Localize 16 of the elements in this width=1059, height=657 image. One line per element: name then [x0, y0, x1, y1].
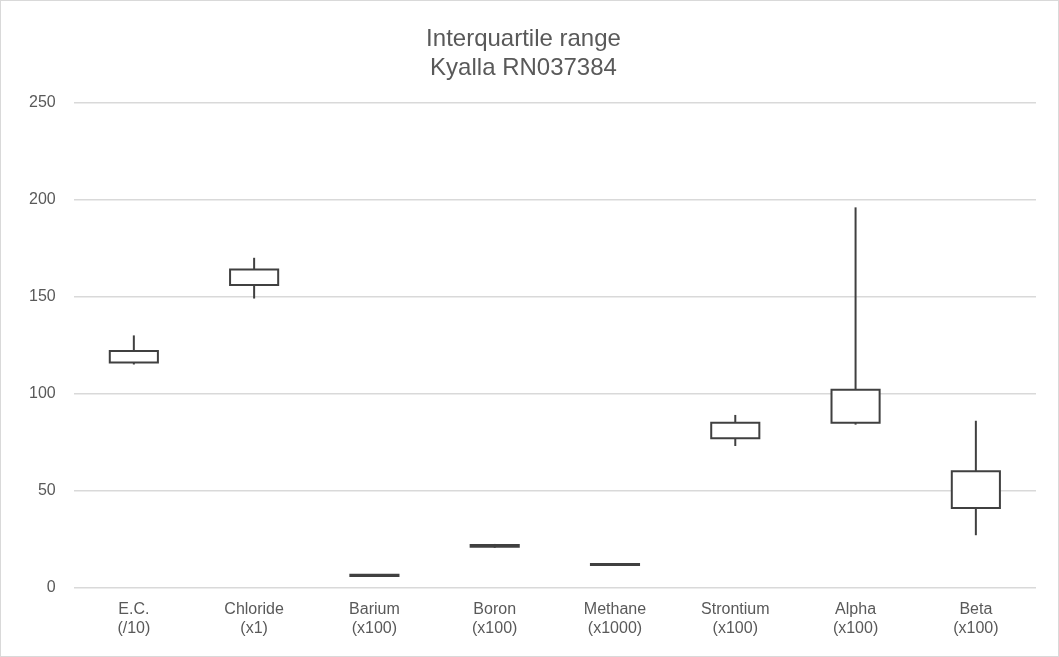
x-tick-label: Barium (x100)	[349, 599, 400, 636]
x-tick-label: Alpha (x100)	[832, 599, 879, 636]
x-tick-label: E.C. (/10)	[117, 599, 151, 636]
x-tick-label: Strontium (x100)	[701, 599, 770, 636]
y-tick-label: 0	[46, 578, 56, 596]
chart-title: Interquartile range	[426, 24, 621, 52]
y-tick-label: 150	[28, 287, 56, 305]
x-tick-label: Boron (x100)	[472, 599, 518, 636]
y-tick-label: 250	[28, 93, 56, 111]
x-tick-label: Methane (x1000)	[583, 599, 647, 636]
x-tick-label: Chloride (x1)	[224, 599, 285, 636]
y-tick-label: 200	[28, 190, 56, 208]
chart-subtitle: Kyalla RN037384	[430, 52, 617, 80]
x-tick-label: Beta (x100)	[953, 599, 999, 636]
y-tick-label: 50	[37, 481, 56, 499]
y-tick-label: 100	[28, 384, 56, 402]
